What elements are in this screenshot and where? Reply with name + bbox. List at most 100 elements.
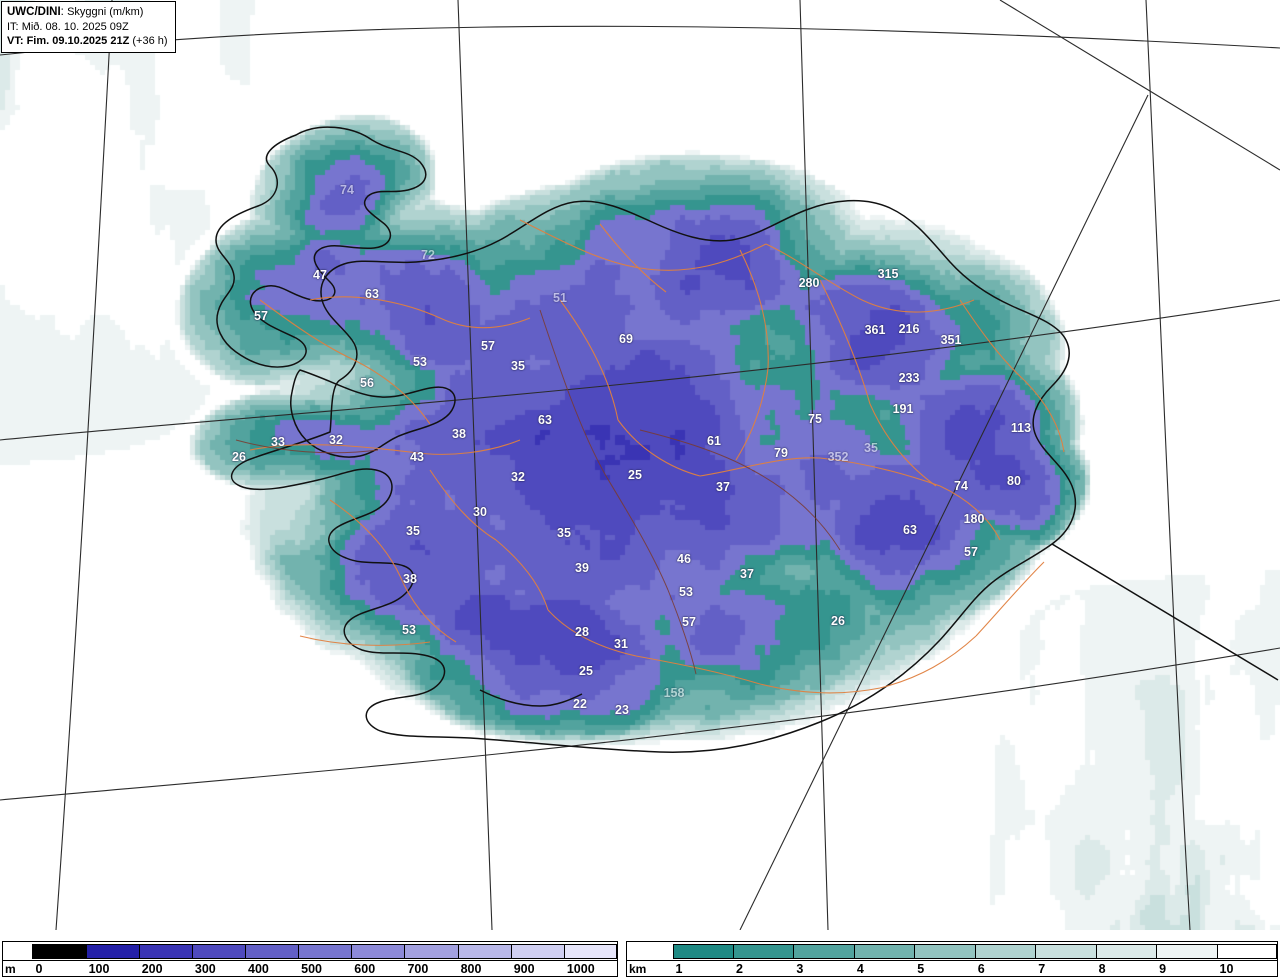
map-value-label: 35: [864, 441, 878, 455]
map-value-label: 33: [271, 435, 285, 449]
legend-band: [732, 944, 794, 959]
legend-km-unit: km: [629, 962, 647, 976]
map-value-label: 280: [798, 276, 820, 290]
map-vector-layer: [0, 0, 1280, 930]
legend-tick-label: 9: [1159, 962, 1167, 976]
map-value-label: 113: [1010, 421, 1032, 435]
map-value-label: 47: [313, 268, 327, 282]
map-value-label: 39: [575, 561, 589, 575]
map-value-label: 63: [365, 287, 379, 301]
map-value-label: 72: [421, 248, 435, 262]
map-area[interactable]: 47 57 63 74 72 53 56 57 35 51 69 63 32 25 61 37 30 35 39 46…: [0, 0, 1280, 930]
legend-band: [85, 944, 139, 959]
legend-tick-label: 500: [301, 962, 323, 976]
map-value-label: 233: [898, 371, 920, 385]
legend-km-bands: [627, 944, 1277, 959]
legend-tick-label: 200: [141, 962, 163, 976]
legend-tick-label: 300: [194, 962, 216, 976]
legend-band: [32, 944, 86, 959]
map-value-label: 74: [954, 479, 968, 493]
map-value-label: 25: [628, 468, 642, 482]
map-value-label: 26: [831, 614, 845, 628]
legend-band: [1156, 944, 1217, 959]
legend-tick-label: 100: [88, 962, 110, 976]
map-value-label: 30: [473, 505, 487, 519]
map-value-label: 361: [864, 323, 886, 337]
legend-band: [1035, 944, 1096, 959]
legend-tick-label: 400: [248, 962, 269, 976]
legend-band: [793, 944, 854, 959]
legend-tick-label: 600: [354, 962, 376, 976]
map-value-label: 53: [402, 623, 416, 637]
administrative-borders: [249, 219, 1065, 694]
map-value-label: 35: [557, 526, 571, 540]
legend-tick-label: 5: [917, 962, 925, 976]
legend-visibility-meters[interactable]: m 0 100 200 300 400 500 600 700 800 900 1000: [2, 941, 618, 977]
legend-band: [1095, 944, 1157, 959]
legend-band: [191, 944, 245, 959]
map-value-label: 57: [682, 615, 696, 629]
legend-meters-bands: [3, 944, 617, 959]
map-value-label: 46: [677, 552, 691, 566]
map-value-label: 56: [360, 376, 374, 390]
map-value-label: 75: [808, 412, 822, 426]
map-value-label: 38: [403, 572, 417, 586]
map-value-label: 57: [481, 339, 495, 353]
map-value-label: 158: [663, 686, 685, 700]
legend-tick-label: 7: [1038, 962, 1046, 976]
info-line-model: UWC/DINI: Skyggni (m/km): [7, 5, 168, 20]
legend-band: [404, 944, 458, 959]
map-value-label: 37: [740, 567, 754, 581]
model-sep: :: [60, 6, 68, 18]
map-value-label: 315: [877, 267, 899, 281]
map-value-label: 63: [903, 523, 917, 537]
legend-tick-label: 6: [977, 962, 985, 976]
legend-band: [974, 944, 1036, 959]
map-value-label: 57: [964, 545, 978, 559]
map-value-label: 79: [774, 446, 788, 460]
legend-band: [914, 944, 975, 959]
legend-km-ticks: km 1 2 3 4 5 6 7 8 9 10: [627, 960, 1277, 977]
legend-band: [510, 944, 564, 959]
init-label: IT:: [7, 20, 19, 33]
map-value-label: 74: [340, 183, 354, 197]
legend-tick-label: 4: [856, 962, 864, 976]
map-value-label: 31: [614, 637, 628, 651]
legend-meters-unit: m: [5, 962, 16, 976]
legend-tick-label: 3: [796, 962, 804, 976]
map-value-label: 28: [575, 625, 589, 639]
map-value-label: 23: [615, 703, 629, 717]
interior-region-borders: [235, 309, 841, 675]
info-box: UWC/DINI: Skyggni (m/km) IT: Mið. 08. 10…: [1, 1, 176, 53]
legend-tick-label: 0: [35, 962, 43, 976]
map-value-label: 35: [511, 359, 525, 373]
map-value-label: 352: [827, 450, 849, 464]
map-value-label: 51: [553, 291, 567, 305]
legend-band: [457, 944, 511, 959]
coastline: [215, 126, 1279, 753]
legend-visibility-km[interactable]: km 1 2 3 4 5 6 7 8 9 10: [626, 941, 1278, 977]
map-value-label: 61: [707, 434, 721, 448]
map-value-label: 53: [413, 355, 427, 369]
legend-meters-ticks: m 0 100 200 300 400 500 600 700 800 900 1000: [3, 960, 617, 977]
map-value-label: 63: [538, 413, 552, 427]
info-line-init: IT: Mið. 08. 10. 2025 09Z: [7, 20, 168, 34]
map-value-label: 32: [511, 470, 525, 484]
map-value-label: 38: [452, 427, 466, 441]
map-value-label: 69: [619, 332, 633, 346]
legend-band: [138, 944, 192, 959]
lead-time: (+36 h): [132, 34, 168, 47]
map-value-label: 53: [679, 585, 693, 599]
model-name: UWC/DINI: [7, 6, 61, 18]
legend-tick-label: 1: [675, 962, 683, 976]
graticule-lines: [0, 0, 1280, 930]
map-value-label: 35: [406, 524, 420, 538]
legend-band: [563, 944, 617, 959]
map-value-label: 216: [898, 322, 920, 336]
map-value-label: 180: [963, 512, 985, 526]
legend-tick-label: 900: [513, 962, 535, 976]
valid-time: Fim. 09.10.2025 21Z: [26, 34, 130, 47]
legend-tick-label: 1000: [566, 962, 595, 976]
parameter-name: Skyggni (m/km): [67, 6, 144, 18]
